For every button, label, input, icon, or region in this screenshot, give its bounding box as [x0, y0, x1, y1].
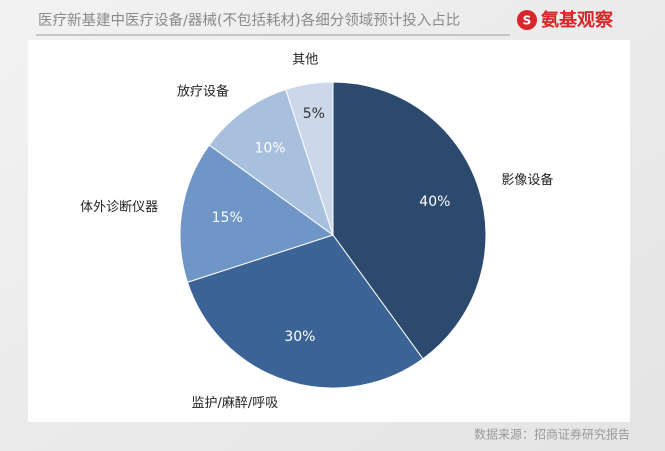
pie-slice	[179, 144, 335, 283]
logo-icon	[517, 10, 537, 30]
category-label: 放疗设备	[177, 83, 229, 99]
value-label: 40%	[419, 194, 450, 210]
chart-title: 医疗新基建中医疗设备/器械(不包括耗材)各细分领域预计投入占比	[38, 12, 460, 29]
pie-slice	[186, 234, 424, 389]
category-label: 影像设备	[501, 172, 553, 188]
category-label: 体外诊断仪器	[80, 200, 158, 215]
value-label: 30%	[284, 329, 315, 345]
category-label: 监护/麻醉/呼吸	[192, 395, 279, 411]
value-label: 10%	[254, 140, 285, 156]
pie-slice	[332, 81, 487, 360]
logo: 氨基观察	[541, 9, 614, 31]
logo-icon-mark: S	[523, 14, 532, 28]
value-label: 5%	[303, 106, 325, 122]
category-label: 其他	[292, 53, 318, 68]
pie-slice	[208, 88, 334, 237]
pie-slice	[285, 81, 334, 236]
source: 数据来源：招商证券研究报告	[474, 427, 630, 442]
value-label: 15%	[212, 210, 243, 226]
